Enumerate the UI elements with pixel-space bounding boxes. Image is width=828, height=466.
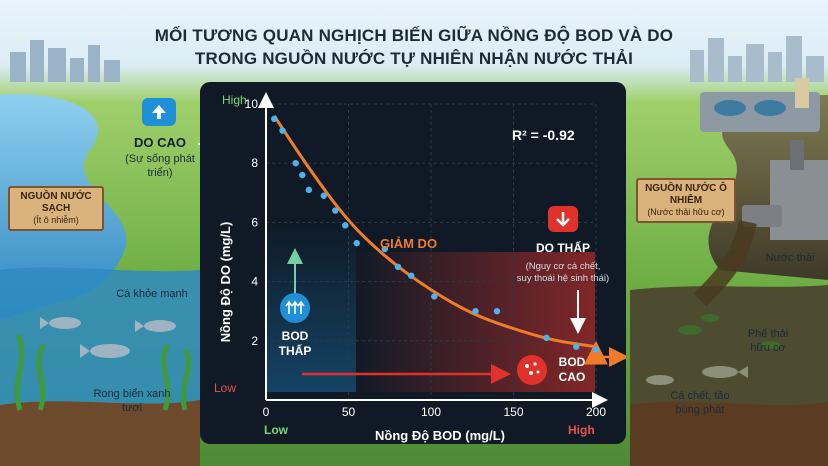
chart-axes	[258, 92, 608, 408]
trend-line	[272, 115, 602, 357]
organic-waste-label: Phế thải hữu cơ	[747, 328, 789, 354]
low-bod-zone	[266, 222, 356, 392]
high-bod-zone	[350, 252, 595, 392]
x-tick-label: 50	[342, 405, 356, 419]
polluted-water-section	[630, 285, 828, 430]
riverbed-left	[0, 400, 200, 466]
data-point	[472, 308, 479, 315]
y-tick-label: 10	[245, 97, 259, 111]
wastewater-label: Nước thải	[765, 252, 815, 264]
x-axis-label: Nồng Độ BOD (mg/L)	[375, 428, 505, 443]
do-high-title: DO CAO	[134, 135, 186, 150]
page-title-line1: MỐI TƯƠNG QUAN NGHỊCH BIẾN GIỮA NỒNG ĐỘ …	[154, 26, 674, 45]
data-point	[332, 207, 339, 214]
clean-water-sign-title: NGUỒN NƯỚC SẠCH	[20, 191, 92, 214]
data-point	[408, 272, 415, 279]
bacteria-icon	[525, 362, 540, 375]
data-point	[592, 346, 600, 353]
x-tick-label: 0	[263, 405, 270, 419]
chart-ticks: 0 50 100 150 200 2 4 6 8 10	[245, 97, 607, 419]
data-points	[271, 115, 600, 353]
x-tick-label: 100	[421, 405, 441, 419]
city-skyline-left	[10, 40, 120, 82]
wastewater-pipe-icon	[693, 219, 757, 307]
riverbed-right	[630, 401, 828, 466]
data-point	[320, 192, 327, 199]
y-axis-label: Nồng Độ DO (mg/L)	[218, 222, 233, 343]
do-low-subtitle-2: suy thoái hệ sinh thái)	[517, 273, 609, 284]
r-squared-label: R² = -0.92	[512, 127, 575, 143]
y-tick-label: 8	[251, 156, 258, 170]
do-low-title: DO THẤP	[536, 240, 590, 255]
x-tick-label: 150	[503, 405, 523, 419]
dead-fish-icon	[646, 366, 748, 385]
x-tick-label: 200	[586, 405, 606, 419]
data-point	[431, 293, 438, 300]
clean-water-sign: NGUỒN NƯỚC SẠCH (Ít ô nhiễm)	[8, 186, 104, 231]
do-high-badge	[142, 98, 176, 126]
treatment-plant-icon	[700, 78, 820, 132]
fish-label: Cá khỏe mạnh	[116, 288, 188, 300]
arrow-up-icon	[152, 105, 166, 119]
y-tick-label: 2	[251, 334, 258, 348]
trend-label: GIẢM DO	[380, 236, 437, 251]
do-high-subtitle: (Sự sống phát triển)	[125, 153, 195, 179]
organic-waste-icon	[678, 314, 780, 349]
y-tick-label: 6	[251, 215, 258, 229]
data-point	[381, 245, 388, 253]
x-high-label: High	[568, 423, 595, 437]
polluted-water-sign-subtitle: (Nước thải hữu cơ)	[647, 207, 725, 217]
clean-water-sign-subtitle: (Ít ô nhiễm)	[33, 215, 79, 225]
bubbles-up-icon	[285, 300, 305, 314]
y-tick-label: 4	[251, 275, 258, 289]
bod-do-chart: 0 50 100 150 200 2 4 6 8 10 Nồng Độ BOD (mg/L) Nồ…	[200, 82, 626, 444]
data-point	[493, 308, 501, 315]
bod-low-line1: BOD	[282, 329, 309, 343]
data-point	[573, 343, 580, 350]
do-low-subtitle-1: (Nguy cơ cá chết,	[526, 261, 601, 272]
data-point	[342, 222, 349, 229]
bod-high-badge	[517, 355, 547, 385]
city-skyline-right	[690, 36, 824, 82]
data-point	[271, 115, 278, 122]
factory-icon	[742, 140, 828, 240]
data-point	[279, 127, 286, 134]
fish-icon	[40, 317, 176, 358]
bod-high-line1: BOD	[559, 355, 586, 369]
polluted-water-sign-title: NGUỒN NƯỚC Ô NHIỄM	[645, 183, 727, 206]
bod-low-line2: THẤP	[279, 343, 312, 358]
y-low-label: Low	[214, 381, 236, 395]
polluted-water-sign: NGUỒN NƯỚC Ô NHIỄM (Nước thải hữu cơ)	[636, 178, 736, 223]
data-point	[292, 160, 299, 167]
bod-high-line2: CAO	[559, 370, 586, 384]
dead-fish-label: Cá chết, tảo bùng phát	[670, 390, 730, 416]
arrow-down-icon	[556, 212, 570, 227]
seaweed-label: Rong biển xanh tươi	[93, 388, 171, 414]
data-point	[543, 334, 550, 342]
page-title-line2: TRONG NGUỒN NƯỚC TỰ NHIÊN NHẬN NƯỚC THẢI	[194, 49, 634, 68]
data-point	[394, 263, 402, 270]
x-low-label: Low	[264, 423, 289, 437]
data-point	[353, 239, 360, 247]
y-high-label: High	[222, 93, 247, 107]
seaweed-icon	[14, 333, 192, 411]
data-point	[299, 171, 306, 179]
data-point	[305, 186, 313, 194]
